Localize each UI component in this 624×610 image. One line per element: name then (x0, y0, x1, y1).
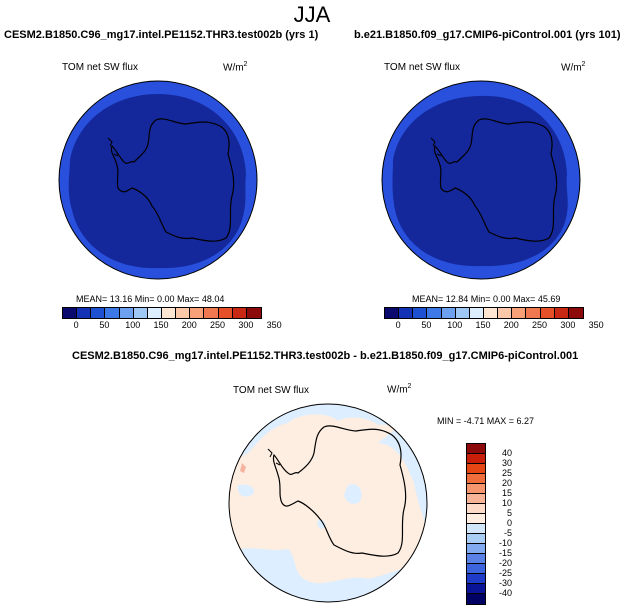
panel-2-variable-label: TOM net SW flux (384, 62, 460, 73)
colorbar-swatch (427, 308, 442, 318)
figure-title: JJA (293, 2, 331, 27)
colorbar-swatch (133, 308, 148, 318)
colorbar-tick-label: 5 (506, 508, 512, 518)
colorbar-swatch (467, 504, 485, 514)
panel-1-title: CESM2.B1850.C96_mg17.intel.PE1152.THR3.t… (4, 29, 319, 41)
colorbar-tick-label: 250 (532, 320, 548, 330)
colorbar-swatch (498, 308, 513, 318)
colorbar-swatch (77, 308, 92, 318)
colorbar-tick-label: 250 (210, 320, 226, 330)
colorbar-swatch (105, 308, 120, 318)
colorbar-swatch (441, 308, 456, 318)
colorbar-swatch (467, 554, 485, 564)
colorbar-tick-label: 100 (447, 320, 463, 330)
colorbar-swatch (469, 308, 484, 318)
colorbar-tick-label: 350 (588, 320, 604, 330)
colorbar-tick-label: 15 (501, 488, 512, 498)
panel-2-units: W/m2 (561, 61, 586, 74)
colorbar-tick-label: 200 (503, 320, 519, 330)
panel-1-colorbar-ticks: 0 50 100 150 200 250 300 350 (62, 320, 282, 332)
colorbar-swatch (467, 594, 485, 604)
colorbar-swatch (467, 534, 485, 544)
panel-1-variable-label: TOM net SW flux (62, 62, 138, 73)
colorbar-swatch (467, 524, 485, 534)
panel-3-variable-label: TOM net SW flux (233, 385, 309, 396)
colorbar-tick-label: -40 (498, 588, 512, 598)
panel-3-colorbar-ticks: 40 30 25 20 15 10 5 0 -5 -10 -15 -20 -25 -30 -40 (490, 443, 520, 603)
panel-3-units: W/m2 (387, 383, 412, 396)
colorbar-tick-label: 300 (560, 320, 576, 330)
colorbar-swatch (467, 494, 485, 504)
colorbar-swatch (483, 308, 499, 318)
colorbar-swatch (190, 308, 205, 318)
colorbar-swatch (467, 464, 485, 474)
colorbar-swatch (467, 584, 485, 594)
colorbar-tick-label: -30 (498, 578, 512, 588)
colorbar-swatch (385, 308, 400, 318)
colorbar-swatch (512, 308, 527, 318)
colorbar-tick-label: 150 (153, 320, 169, 330)
colorbar-swatch (161, 308, 177, 318)
colorbar-swatch (91, 308, 106, 318)
colorbar-swatch (540, 308, 555, 318)
colorbar-swatch (467, 484, 485, 494)
colorbar-swatch (467, 514, 485, 524)
colorbar-swatch (467, 574, 485, 584)
colorbar-tick-label: 200 (181, 320, 197, 330)
colorbar-tick-label: 40 (501, 448, 512, 458)
panel-3-title: CESM2.B1850.C96_mg17.intel.PE1152.THR3.t… (72, 350, 579, 362)
colorbar-tick-label: 0 (506, 518, 512, 528)
colorbar-swatch (526, 308, 541, 318)
colorbar-tick-label: -25 (498, 568, 512, 578)
colorbar-tick-label: -20 (498, 558, 512, 568)
panel-2-colorbar-ticks: 0 50 100 150 200 250 300 350 (384, 320, 604, 332)
colorbar-tick-label: 350 (266, 320, 282, 330)
colorbar-tick-label: 25 (501, 468, 512, 478)
colorbar-swatch (232, 308, 247, 318)
colorbar-tick-label: 300 (238, 320, 254, 330)
colorbar-swatch (147, 308, 162, 318)
colorbar-tick-label: 0 (73, 320, 79, 330)
colorbar-swatch (467, 544, 485, 554)
colorbar-tick-label: -5 (503, 528, 512, 538)
panel-2-polar-map (381, 80, 581, 280)
colorbar-tick-label: 30 (501, 458, 512, 468)
panel-1-colorbar (62, 307, 262, 319)
colorbar-swatch (467, 474, 485, 484)
colorbar-tick-label: 50 (421, 320, 432, 330)
colorbar-tick-label: 50 (99, 320, 110, 330)
colorbar-swatch (119, 308, 134, 318)
colorbar-swatch (204, 308, 219, 318)
panel-3-polar-map (228, 403, 428, 603)
panel-2-title: b.e21.B1850.f09_g17.CMIP6-piControl.001 … (354, 29, 621, 41)
panel-1-stats: MEAN= 13.16 Min= 0.00 Max= 48.04 (76, 294, 225, 304)
colorbar-swatch (467, 444, 485, 454)
colorbar-swatch (218, 308, 233, 318)
colorbar-swatch (568, 308, 583, 318)
colorbar-swatch (176, 308, 191, 318)
colorbar-tick-label: 0 (395, 320, 401, 330)
colorbar-tick-label: 100 (125, 320, 141, 330)
colorbar-swatch (63, 308, 78, 318)
colorbar-swatch (467, 564, 485, 574)
colorbar-swatch (455, 308, 470, 318)
panel-2-stats: MEAN= 12.84 Min= 0.00 Max= 45.69 (412, 294, 561, 304)
colorbar-tick-label: 20 (501, 478, 512, 488)
panel-3-stats: MIN = -4.71 MAX = 6.27 (437, 416, 535, 426)
colorbar-tick-label: -10 (498, 538, 512, 548)
colorbar-swatch (399, 308, 414, 318)
colorbar-swatch (246, 308, 261, 318)
colorbar-tick-label: -15 (498, 548, 512, 558)
colorbar-swatch (413, 308, 428, 318)
colorbar-tick-label: 150 (475, 320, 491, 330)
panel-1-polar-map (58, 80, 258, 280)
colorbar-swatch (554, 308, 569, 318)
panel-2-colorbar (384, 307, 584, 319)
panel-1-units: W/m2 (223, 61, 248, 74)
colorbar-tick-label: 10 (501, 498, 512, 508)
panel-3-colorbar (466, 443, 486, 605)
colorbar-swatch (467, 454, 485, 464)
